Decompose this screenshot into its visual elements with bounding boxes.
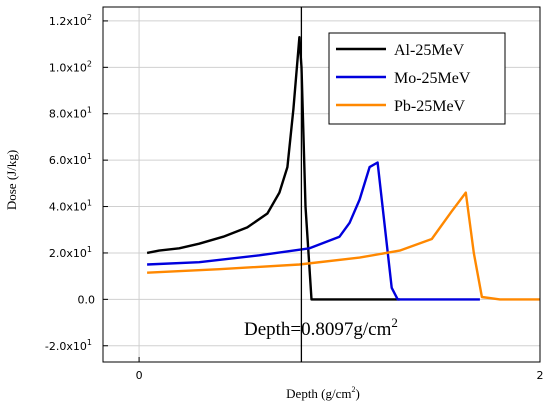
- y-tick-mantissa: 1.0x10: [49, 61, 87, 74]
- series-line-al-25mev: [146, 36, 400, 301]
- y-tick-exponent: 1: [87, 245, 92, 254]
- y-tick-label: 1.2x102: [49, 13, 92, 28]
- legend-label: Al-25MeV: [394, 42, 465, 59]
- series-line-pb-25mev: [147, 191, 540, 301]
- legend: Al-25MeV Mo-25MeV Pb-25MeV: [328, 32, 506, 125]
- y-tick-mantissa: 6.0x10: [49, 154, 87, 167]
- y-tick-label: 8.0x101: [49, 106, 92, 121]
- legend-label: Pb-25MeV: [394, 98, 466, 115]
- y-tick-exponent: 1: [87, 152, 92, 161]
- x-tick-label: 0: [136, 369, 143, 382]
- plot-frame: [102, 6, 541, 363]
- x-axis-title-suffix: ): [356, 386, 360, 401]
- y-tick-label: 4.0x101: [49, 199, 92, 214]
- y-tick-label: 1.0x102: [49, 59, 92, 74]
- axis-ticks: -2.0x1010.02.0x1014.0x1016.0x1018.0x1011…: [45, 13, 544, 382]
- y-tick-mantissa: 4.0x10: [49, 201, 87, 214]
- y-tick-exponent: 2: [87, 59, 92, 68]
- depth-annotation-sup: 2: [391, 315, 398, 330]
- x-axis-title: Depth (g/cm2): [286, 385, 360, 401]
- y-tick-mantissa: 0.0: [78, 293, 96, 306]
- series-line-mo-25mev: [147, 161, 480, 301]
- y-tick-label: -2.0x101: [45, 338, 92, 353]
- x-tick-label: 2: [537, 369, 544, 382]
- y-tick-mantissa: 2.0x10: [49, 247, 87, 260]
- y-tick-label: 2.0x101: [49, 245, 92, 260]
- y-tick-mantissa: 1.2x10: [49, 15, 87, 28]
- series-lines: [146, 36, 540, 301]
- y-tick-exponent: 2: [87, 13, 92, 22]
- y-tick-exponent: 1: [87, 106, 92, 115]
- y-tick-exponent: 1: [87, 199, 92, 208]
- legend-label: Mo-25MeV: [394, 70, 471, 87]
- x-axis-title-sup: 2: [352, 385, 356, 394]
- y-tick-exponent: 1: [87, 338, 92, 347]
- y-axis-title: Dose (J/kg): [4, 150, 19, 210]
- y-tick-label: 0.0: [78, 293, 96, 306]
- y-tick-label: 6.0x101: [49, 152, 92, 167]
- y-tick-mantissa: -2.0x10: [45, 340, 87, 353]
- depth-annotation: Depth=0.8097g/cm2: [244, 315, 398, 340]
- y-tick-mantissa: 8.0x10: [49, 108, 87, 121]
